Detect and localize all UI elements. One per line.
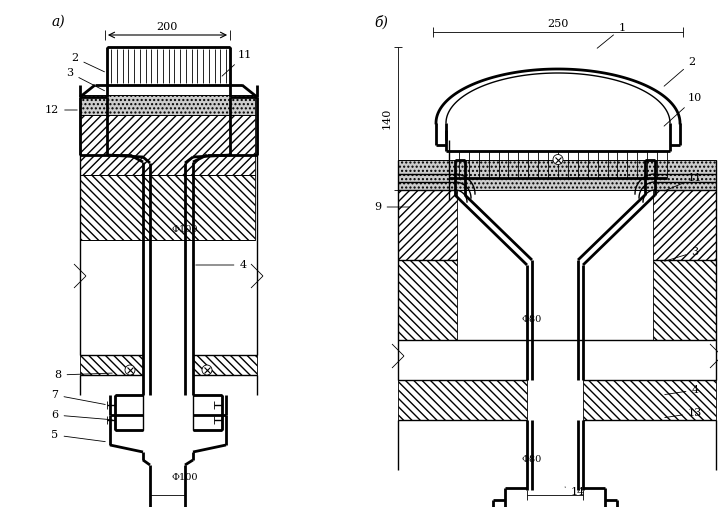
Polygon shape — [80, 115, 255, 175]
Text: а): а) — [52, 15, 65, 29]
Text: 250: 250 — [547, 19, 569, 29]
Circle shape — [125, 365, 135, 375]
Text: 13: 13 — [665, 408, 702, 418]
Polygon shape — [80, 175, 255, 240]
Text: 2: 2 — [71, 53, 105, 72]
Text: Ф100: Ф100 — [171, 473, 197, 482]
Polygon shape — [107, 47, 230, 85]
Polygon shape — [398, 190, 457, 260]
Polygon shape — [193, 395, 222, 430]
Text: 12: 12 — [45, 105, 78, 115]
Text: 11: 11 — [665, 173, 702, 191]
Polygon shape — [398, 260, 457, 340]
Circle shape — [202, 365, 212, 375]
Text: 4: 4 — [665, 385, 699, 395]
Text: 140: 140 — [382, 107, 392, 129]
Polygon shape — [398, 380, 527, 420]
Text: 3: 3 — [665, 247, 699, 261]
Circle shape — [553, 155, 563, 164]
Text: 200: 200 — [157, 22, 177, 32]
Text: 5: 5 — [52, 430, 106, 442]
Polygon shape — [80, 355, 143, 375]
Polygon shape — [653, 190, 716, 260]
Text: 11: 11 — [222, 50, 252, 76]
Text: 14: 14 — [565, 487, 585, 497]
Text: 6: 6 — [52, 410, 112, 420]
Text: 9: 9 — [375, 202, 409, 212]
Text: б): б) — [374, 15, 388, 29]
Text: 10: 10 — [664, 93, 702, 126]
Polygon shape — [583, 380, 716, 420]
Text: 7: 7 — [52, 390, 106, 405]
Text: 2: 2 — [664, 57, 696, 86]
Text: 1: 1 — [597, 23, 625, 48]
Polygon shape — [80, 95, 255, 115]
Polygon shape — [398, 160, 716, 190]
Polygon shape — [653, 260, 716, 340]
Text: 3: 3 — [67, 68, 105, 91]
Text: 4: 4 — [196, 260, 246, 270]
Text: Ф80: Ф80 — [522, 455, 542, 464]
Text: Ф80: Ф80 — [522, 315, 542, 324]
Text: Ф100: Ф100 — [171, 226, 197, 235]
Polygon shape — [193, 355, 257, 375]
Polygon shape — [115, 395, 143, 430]
Text: 8: 8 — [55, 370, 112, 380]
